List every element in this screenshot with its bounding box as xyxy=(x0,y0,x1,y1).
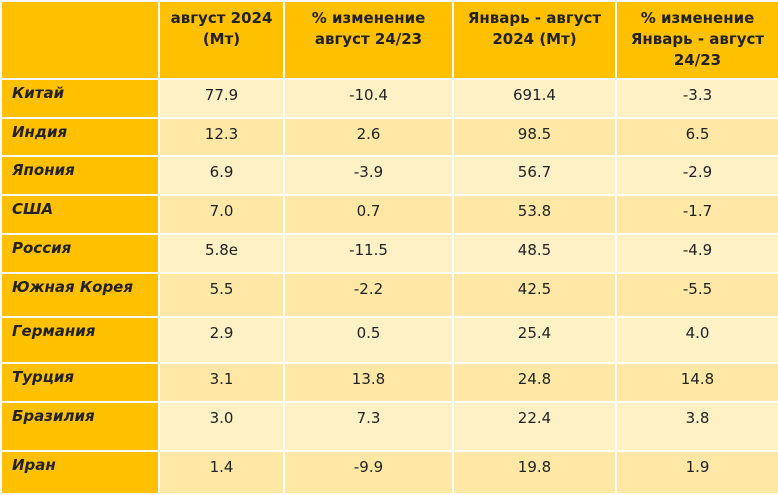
row-label: Иран xyxy=(0,450,160,495)
value-cell: -9.9 xyxy=(283,450,454,495)
value-cell: 7.3 xyxy=(283,401,454,452)
table-row: США 7.0 0.7 53.8 -1.7 xyxy=(0,194,778,235)
value-cell: -3.3 xyxy=(615,78,778,119)
value-cell: -5.5 xyxy=(615,272,778,318)
table-row: Иран 1.4 -9.9 19.8 1.9 xyxy=(0,450,778,495)
value-cell: 3.1 xyxy=(158,362,285,403)
table-row: Бразилия 3.0 7.3 22.4 3.8 xyxy=(0,401,778,452)
value-cell: 6.9 xyxy=(158,155,285,196)
value-cell: 1.9 xyxy=(615,450,778,495)
table-row: Индия 12.3 2.6 98.5 6.5 xyxy=(0,117,778,157)
value-cell: 77.9 xyxy=(158,78,285,119)
value-cell: -10.4 xyxy=(283,78,454,119)
value-cell: -1.7 xyxy=(615,194,778,235)
value-cell: 14.8 xyxy=(615,362,778,403)
row-label: Россия xyxy=(0,233,160,274)
value-cell: 5.5 xyxy=(158,272,285,318)
row-label: Турция xyxy=(0,362,160,403)
value-cell: 4.0 xyxy=(615,316,778,364)
value-cell: 12.3 xyxy=(158,117,285,157)
row-label: Китай xyxy=(0,78,160,119)
row-label: Япония xyxy=(0,155,160,196)
value-cell: 3.8 xyxy=(615,401,778,452)
header-cell: % изменение август 24/23 xyxy=(283,0,454,80)
value-cell: 56.7 xyxy=(452,155,617,196)
row-label: Южная Корея xyxy=(0,272,160,318)
value-cell: -11.5 xyxy=(283,233,454,274)
row-label: Германия xyxy=(0,316,160,364)
table-row: Китай 77.9 -10.4 691.4 -3.3 xyxy=(0,78,778,119)
value-cell: 1.4 xyxy=(158,450,285,495)
table-row: Германия 2.9 0.5 25.4 4.0 xyxy=(0,316,778,364)
row-label: Индия xyxy=(0,117,160,157)
value-cell: 7.0 xyxy=(158,194,285,235)
row-label: США xyxy=(0,194,160,235)
header-row: август 2024 (Мт)% изменение август 24/23… xyxy=(0,0,778,80)
value-cell: 0.7 xyxy=(283,194,454,235)
value-cell: 48.5 xyxy=(452,233,617,274)
value-cell: 2.9 xyxy=(158,316,285,364)
header-cell: Январь - август 2024 (Мт) xyxy=(452,0,617,80)
value-cell: 5.8e xyxy=(158,233,285,274)
header-cell: % изменение Январь - август 24/23 xyxy=(615,0,778,80)
corner-cell xyxy=(0,0,160,80)
table-row: Турция 3.1 13.8 24.8 14.8 xyxy=(0,362,778,403)
table-body: Китай 77.9 -10.4 691.4 -3.3 Индия 12.3 2.6 98.5 6… xyxy=(0,78,778,495)
value-cell: -2.2 xyxy=(283,272,454,318)
table-row: Россия 5.8e -11.5 48.5 -4.9 xyxy=(0,233,778,274)
value-cell: -2.9 xyxy=(615,155,778,196)
value-cell: 24.8 xyxy=(452,362,617,403)
row-label: Бразилия xyxy=(0,401,160,452)
value-cell: -3.9 xyxy=(283,155,454,196)
value-cell: 6.5 xyxy=(615,117,778,157)
value-cell: 0.5 xyxy=(283,316,454,364)
value-cell: 691.4 xyxy=(452,78,617,119)
value-cell: -4.9 xyxy=(615,233,778,274)
value-cell: 98.5 xyxy=(452,117,617,157)
value-cell: 22.4 xyxy=(452,401,617,452)
table-row: Япония 6.9 -3.9 56.7 -2.9 xyxy=(0,155,778,196)
value-cell: 19.8 xyxy=(452,450,617,495)
header-cell: август 2024 (Мт) xyxy=(158,0,285,80)
value-cell: 53.8 xyxy=(452,194,617,235)
value-cell: 13.8 xyxy=(283,362,454,403)
value-cell: 25.4 xyxy=(452,316,617,364)
value-cell: 3.0 xyxy=(158,401,285,452)
value-cell: 2.6 xyxy=(283,117,454,157)
table-row: Южная Корея 5.5 -2.2 42.5 -5.5 xyxy=(0,272,778,318)
value-cell: 42.5 xyxy=(452,272,617,318)
